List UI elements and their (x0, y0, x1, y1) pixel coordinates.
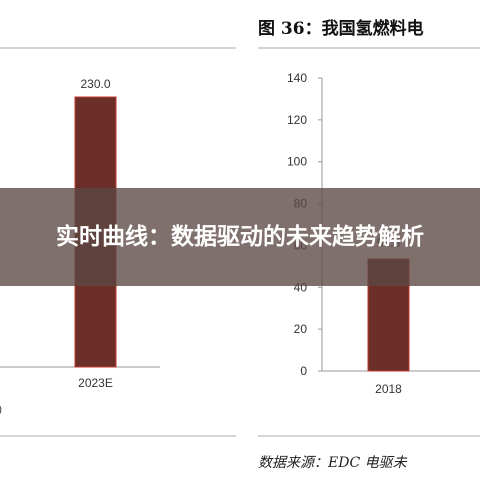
right-y-tick-label: 20 (294, 322, 308, 336)
right-x-tick-label: 2018 (375, 382, 402, 396)
overlay-banner: 实时曲线：数据驱动的未来趋势解析 (0, 188, 480, 286)
figure-source: 数据来源：EDC 电驱未 (258, 455, 407, 471)
left-bar-data-label: 230.0 (80, 77, 110, 91)
right-y-tick-label: 0 (300, 364, 307, 378)
right-y-tick-label: 120 (287, 113, 307, 127)
left-panel-corner-mark: ) (0, 403, 2, 416)
figure-title: 图 36：我国氢燃料电 (258, 19, 424, 39)
banner-title: 实时曲线：数据驱动的未来趋势解析 (56, 224, 424, 250)
left-x-tick-label: 2023E (78, 376, 113, 390)
right-y-tick-label: 100 (287, 155, 307, 169)
right-y-tick-label: 140 (287, 71, 307, 85)
